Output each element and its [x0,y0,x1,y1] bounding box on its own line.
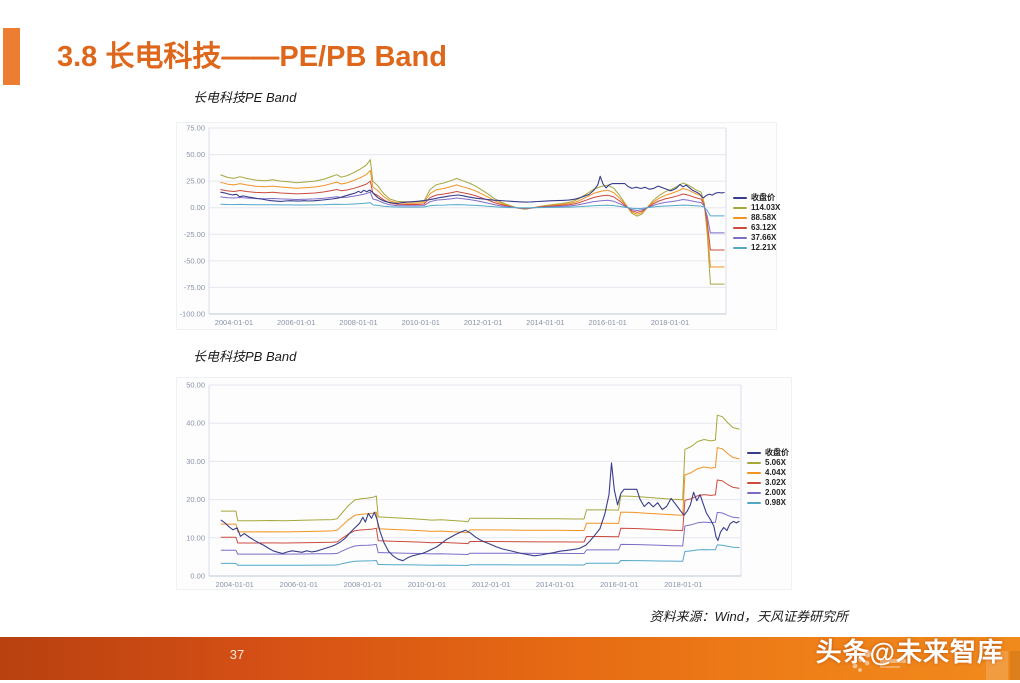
svg-text:20.00: 20.00 [186,495,205,504]
legend-item: 12.21X [733,243,780,253]
legend-line-swatch [733,237,747,239]
svg-text:0.00: 0.00 [190,203,205,212]
svg-text:2008-01-01: 2008-01-01 [339,318,377,327]
svg-text:2014-01-01: 2014-01-01 [526,318,564,327]
svg-text:2012-01-01: 2012-01-01 [464,318,502,327]
legend-item: 2.00X [747,488,789,498]
watermark: 头条@未来智库 [815,637,1004,667]
legend-line-swatch [747,472,761,474]
footer-bar: 37 [0,637,1020,680]
legend-item: 收盘价 [733,193,780,203]
pb-band-chart: 50.00 40.00 30.00 20.00 10.00 0.00 2004-01-01 2… [176,377,792,590]
svg-text:2004-01-01: 2004-01-01 [215,580,253,589]
legend-label: 3.02X [765,478,786,487]
svg-text:2018-01-01: 2018-01-01 [664,580,702,589]
title-accent-bar [3,28,20,85]
pe-band-chart: 75.00 50.00 25.00 0.00 -25.00 -50.00 -75.00 -10… [176,122,780,330]
legend-line-swatch [747,502,761,504]
svg-text:-100.00: -100.00 [180,310,205,319]
svg-text:25.00: 25.00 [186,177,205,186]
legend-item: 37.66X [733,233,780,243]
svg-text:2008-01-01: 2008-01-01 [344,580,382,589]
legend-item: 63.12X [733,223,780,233]
chart-legend: 收盘价 5.06X 4.04X 3.02X 2.00X 0.98X [747,448,789,508]
legend-item: 收盘价 [747,448,789,458]
svg-text:30.00: 30.00 [186,457,205,466]
legend-item: 3.02X [747,478,789,488]
legend-line-swatch [747,482,761,484]
publisher-logo-icon [850,650,920,683]
svg-text:2010-01-01: 2010-01-01 [408,580,446,589]
svg-text:2006-01-01: 2006-01-01 [277,318,315,327]
footer-decor-block [1010,651,1020,680]
legend-line-swatch [733,217,747,219]
page-number: 37 [229,647,245,662]
svg-text:2012-01-01: 2012-01-01 [472,580,510,589]
legend-line-swatch [733,207,747,209]
legend-label: 收盘价 [765,448,789,457]
legend-label: 114.03X [751,203,781,212]
svg-text:50.00: 50.00 [186,381,205,390]
legend-item: 0.98X [747,498,789,508]
legend-label: 2.00X [765,488,786,497]
svg-text:2006-01-01: 2006-01-01 [280,580,318,589]
pb-chart-caption: 长电科技PB Band [193,349,297,364]
legend-label: 12.21X [751,243,777,252]
legend-label: 63.12X [751,223,777,232]
svg-text:-25.00: -25.00 [184,230,205,239]
legend-label: 37.66X [751,233,777,242]
legend-line-swatch [733,197,747,199]
chart-plot: 50.00 40.00 30.00 20.00 10.00 0.00 2004-01-01 2… [186,381,742,589]
svg-text:0.00: 0.00 [190,572,205,581]
svg-text:-75.00: -75.00 [184,283,205,292]
svg-text:10.00: 10.00 [186,533,205,542]
legend-line-swatch [747,462,761,464]
chart-legend: 收盘价 114.03X 88.58X 63.12X 37.66X 12.21X [733,193,780,253]
svg-text:50.00: 50.00 [186,150,205,159]
svg-text:2010-01-01: 2010-01-01 [402,318,440,327]
legend-line-swatch [747,492,761,494]
legend-label: 88.58X [751,213,777,222]
svg-text:2016-01-01: 2016-01-01 [600,580,638,589]
chart-plot: 75.00 50.00 25.00 0.00 -25.00 -50.00 -75.00 -10… [180,124,727,327]
legend-label: 0.98X [765,498,786,507]
footer-decor-block [986,651,1008,680]
source-note: 资料来源：Wind，天风证券研究所 [649,609,848,624]
svg-text:2014-01-01: 2014-01-01 [536,580,574,589]
legend-line-swatch [733,247,747,249]
pe-chart-caption: 长电科技PE Band [193,90,297,105]
legend-label: 收盘价 [751,193,775,202]
svg-text:75.00: 75.00 [186,124,205,133]
legend-item: 4.04X [747,468,789,478]
svg-text:40.00: 40.00 [186,419,205,428]
page-title: 3.8 长电科技——PE/PB Band [57,41,447,73]
svg-text:2004-01-01: 2004-01-01 [215,318,253,327]
legend-item: 88.58X [733,213,780,223]
legend-item: 114.03X [733,203,780,213]
svg-text:2018-01-01: 2018-01-01 [651,318,689,327]
legend-line-swatch [733,227,747,229]
legend-item: 5.06X [747,458,789,468]
legend-label: 4.04X [765,468,786,477]
legend-label: 5.06X [765,458,786,467]
svg-text:-50.00: -50.00 [184,256,205,265]
svg-text:2016-01-01: 2016-01-01 [588,318,626,327]
legend-line-swatch [747,452,761,454]
